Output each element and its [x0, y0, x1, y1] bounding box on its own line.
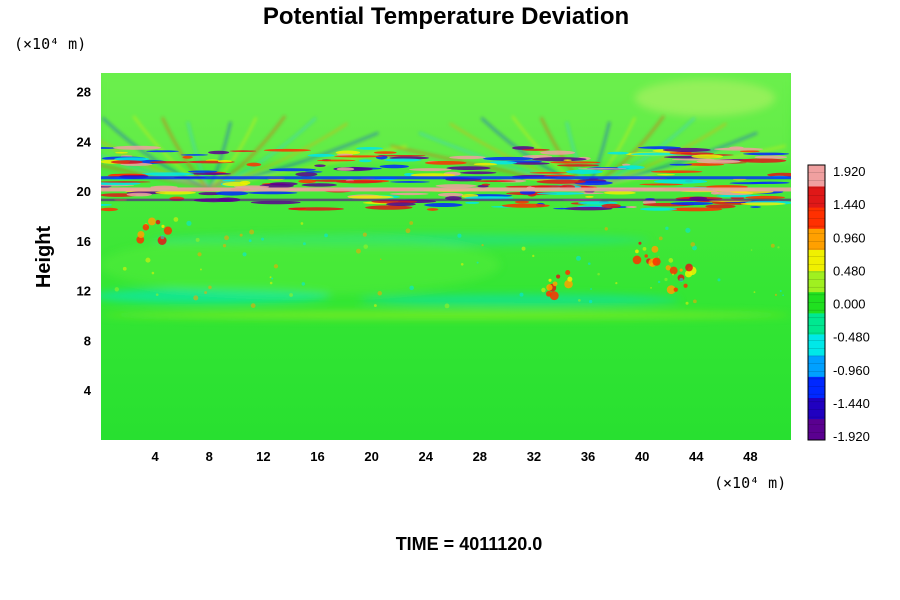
x-tick-label: 20 [364, 449, 378, 464]
colorbar-tick-label: 0.960 [833, 230, 866, 245]
colorbar-swatch [808, 334, 825, 356]
colorbar-swatch [808, 207, 825, 229]
y-tick-label: 20 [77, 184, 91, 199]
colorbar-swatch [808, 418, 825, 441]
x-tick-label: 24 [418, 449, 433, 464]
plot-area [101, 73, 791, 440]
y-tick-label: 8 [84, 333, 91, 348]
x-tick-label: 12 [256, 449, 270, 464]
colorbar-swatch [808, 270, 825, 293]
colorbar-swatch [808, 355, 825, 377]
colorbar-tick-label: -0.960 [833, 363, 870, 378]
colorbar-tick-label: -1.920 [833, 429, 870, 444]
y-tick-label: 12 [77, 284, 91, 299]
colorbar-swatch [808, 228, 825, 250]
y-tick-label: 24 [77, 134, 92, 149]
y-tick-label: 4 [84, 383, 92, 398]
x-tick-label: 48 [743, 449, 757, 464]
colorbar-swatch [808, 376, 825, 398]
x-tick-label: 16 [310, 449, 324, 464]
y-tick-label: 16 [77, 234, 91, 249]
colorbar-swatch [808, 397, 825, 420]
y-axis: 4 8 12 16 20 24 28 [77, 85, 92, 399]
colorbar-tick-label: 1.920 [833, 164, 866, 179]
x-tick-label: 8 [206, 449, 213, 464]
x-unit-label: (×10⁴ m) [714, 474, 786, 492]
y-tick-label: 28 [77, 85, 91, 100]
x-tick-label: 28 [473, 449, 487, 464]
x-tick-label: 40 [635, 449, 649, 464]
colorbar-tick-label: 1.440 [833, 197, 866, 212]
colorbar-tick-label: 0.480 [833, 263, 866, 278]
x-tick-label: 36 [581, 449, 595, 464]
y-axis-title: Height [33, 226, 55, 289]
x-tick-label: 44 [689, 449, 704, 464]
colorbar-swatch [808, 313, 825, 335]
colorbar: 1.920 1.440 0.960 0.480 0.000 -0.480 -0.960 -1.… [807, 164, 870, 444]
chart-title: Potential Temperature Deviation [263, 3, 629, 30]
colorbar-swatch [808, 186, 825, 208]
time-label: TIME = 4011120.0 [396, 534, 543, 554]
heatmap-field [101, 73, 791, 319]
colorbar-swatch [808, 165, 825, 187]
colorbar-swatch [808, 291, 825, 314]
x-axis: 4 8 12 16 20 24 28 32 36 40 44 48 [152, 449, 758, 464]
colorbar-tick-label: -0.480 [833, 330, 870, 345]
colorbar-swatch [808, 249, 825, 272]
x-tick-label: 32 [527, 449, 541, 464]
y-unit-label: (×10⁴ m) [14, 35, 86, 53]
colorbar-frame [807, 164, 826, 441]
colorbar-tick-label: -1.440 [833, 396, 870, 411]
x-tick-label: 4 [152, 449, 160, 464]
colorbar-tick-label: 0.000 [833, 297, 866, 312]
